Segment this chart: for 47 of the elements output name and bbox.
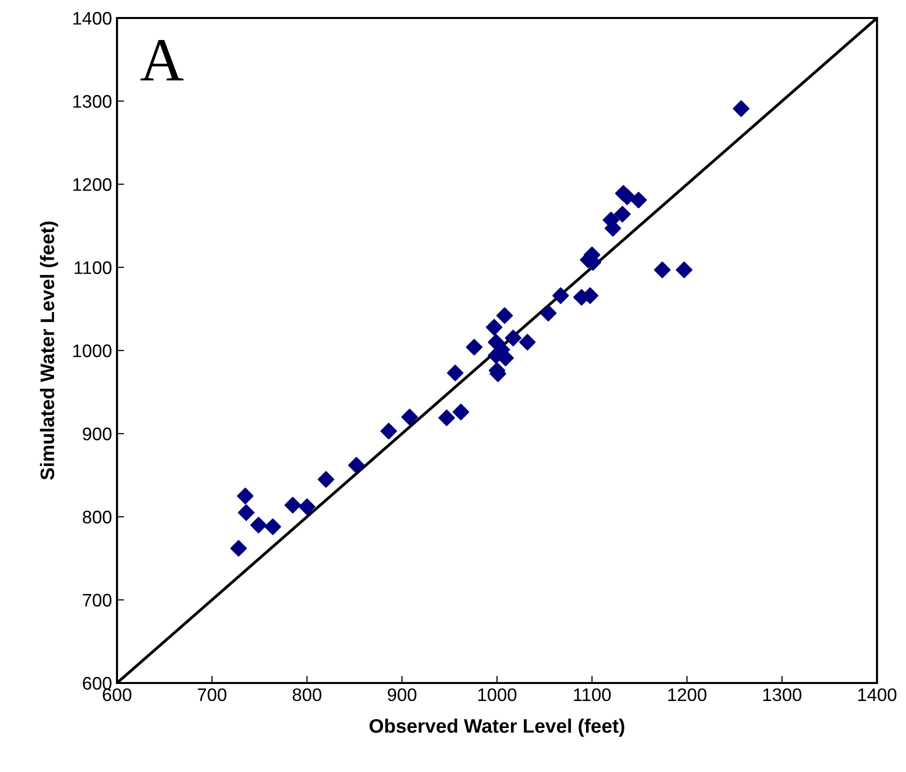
point [732, 100, 750, 117]
x-axis-title: Observed Water Level (feet) [370, 718, 624, 737]
y-tick-label: 800 [82, 510, 112, 524]
y-tick-label: 600 [82, 676, 112, 690]
y-tick-label: 1400 [73, 12, 112, 25]
point [504, 330, 522, 346]
point [230, 540, 247, 557]
point [540, 304, 557, 322]
y-tick-label: 1200 [73, 178, 112, 191]
point [438, 410, 455, 426]
x-tick-label: 1300 [763, 688, 802, 702]
point [466, 338, 482, 356]
point [264, 518, 282, 536]
x-tick-label: 600 [102, 688, 132, 702]
point [676, 262, 692, 278]
point [250, 516, 267, 534]
x-tick-label: 1400 [858, 688, 896, 702]
x-tick-label: 1200 [668, 688, 706, 702]
point [298, 498, 316, 516]
point [238, 504, 254, 521]
point [654, 262, 671, 278]
point [380, 422, 397, 440]
x-tick-label: 800 [292, 688, 322, 702]
y-tick-label: 1100 [74, 261, 112, 274]
y-axis-title: Simulated Water Level (feet) [40, 222, 58, 480]
point [496, 307, 513, 324]
y-tick-label: 1300 [73, 95, 112, 108]
point [552, 287, 569, 304]
point [452, 404, 470, 420]
x-tick-label: 1100 [574, 688, 611, 702]
point [614, 206, 631, 222]
x-tick-label: 900 [388, 688, 416, 702]
x-tick-label: 700 [198, 688, 226, 702]
point [348, 456, 365, 474]
annotation: A [140, 40, 184, 80]
y-tick-label: 900 [82, 428, 112, 440]
y-tick-label: 700 [82, 594, 112, 607]
point [236, 488, 254, 504]
point [630, 192, 647, 208]
x-tick-label: 1000 [478, 688, 516, 702]
point [519, 334, 536, 350]
point [284, 496, 302, 514]
y-tick-label: 1000 [73, 344, 112, 358]
point [401, 408, 418, 426]
point [446, 364, 464, 382]
point [486, 318, 502, 336]
point [318, 471, 334, 488]
